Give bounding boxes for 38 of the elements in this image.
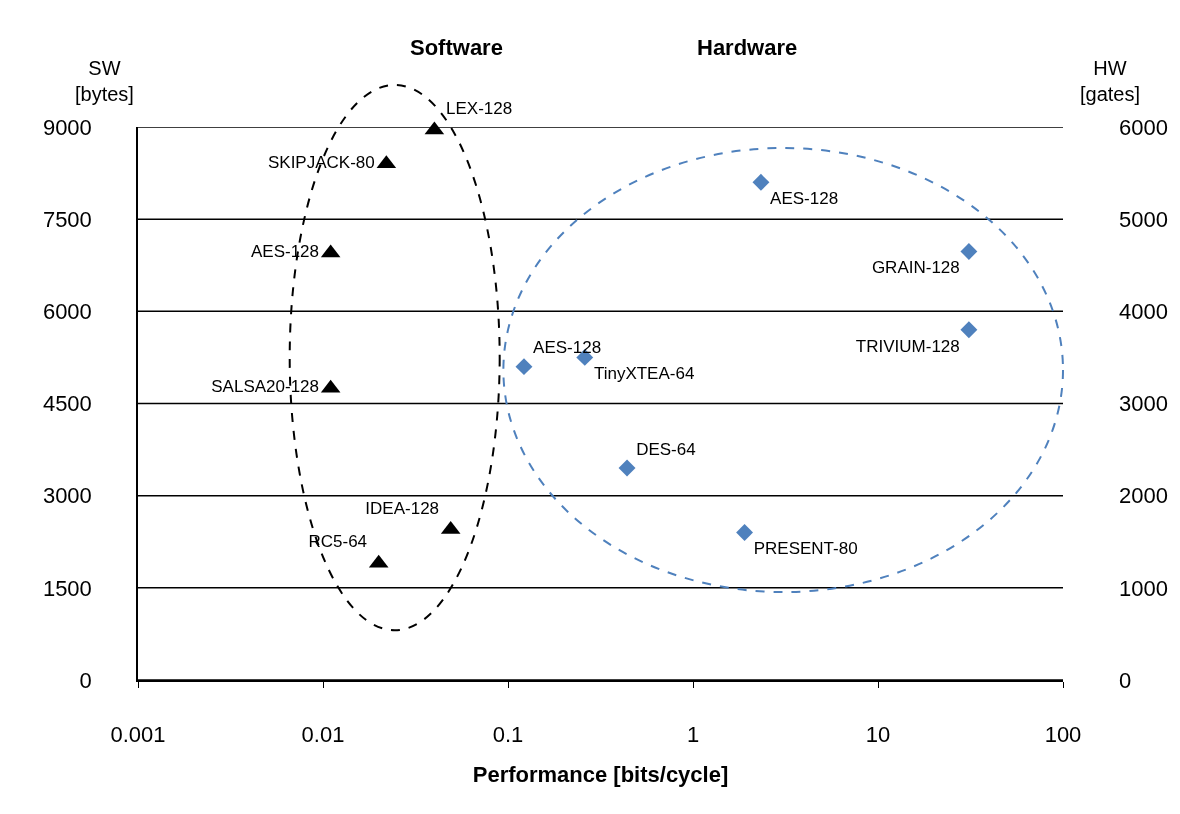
data-label: RC5-64 xyxy=(308,532,368,552)
data-label: IDEA-128 xyxy=(365,498,440,518)
x-tick-label: 1 xyxy=(686,722,700,748)
data-label: TinyXTEA-64 xyxy=(593,364,695,384)
data-label: LEX-128 xyxy=(446,99,513,119)
y-axis-title: SW [bytes] xyxy=(75,57,134,105)
data-label: AES-128 xyxy=(770,189,839,209)
y-tick-label: 9000 xyxy=(42,114,92,140)
data-label: AES-128 xyxy=(250,242,320,262)
x-tick-label: 0.001 xyxy=(110,722,166,748)
text: Software xyxy=(410,35,503,60)
y2-tick-label: 0 xyxy=(1119,667,1132,693)
data-label: SKIPJACK-80 xyxy=(267,153,375,173)
data-label: TRIVIUM-128 xyxy=(855,336,960,356)
y-tick-label: 7500 xyxy=(42,206,92,232)
y-tick-label: 6000 xyxy=(42,299,92,325)
y2-tick-label: 1000 xyxy=(1119,575,1168,601)
x-tick-label: 0.1 xyxy=(492,722,524,748)
y-tick-label: 3000 xyxy=(42,483,92,509)
y2-tick-label: 4000 xyxy=(1119,299,1168,325)
data-label: PRESENT-80 xyxy=(753,539,858,559)
y2-tick-label: 2000 xyxy=(1119,483,1168,509)
data-label: DES-64 xyxy=(636,439,696,459)
y2-axis-title: HW [gates] xyxy=(1080,57,1141,105)
y-tick-label: 1500 xyxy=(42,575,92,601)
data-label: AES-128 xyxy=(533,338,602,358)
x-tick-label: 100 xyxy=(1044,722,1082,748)
x-tick-label: 10 xyxy=(865,722,891,748)
text: Hardware xyxy=(697,35,798,60)
data-label: SALSA20-128 xyxy=(211,377,320,397)
x-tick-label: 0.01 xyxy=(301,722,345,748)
y2-tick-label: 5000 xyxy=(1119,206,1168,232)
x-axis-title: Performance [bits/cycle] xyxy=(472,761,729,787)
y-tick-label: 4500 xyxy=(42,391,92,417)
y2-tick-label: 3000 xyxy=(1119,391,1168,417)
y2-tick-label: 6000 xyxy=(1119,114,1168,140)
data-label: GRAIN-128 xyxy=(871,258,960,278)
y-tick-label: 0 xyxy=(79,667,92,693)
